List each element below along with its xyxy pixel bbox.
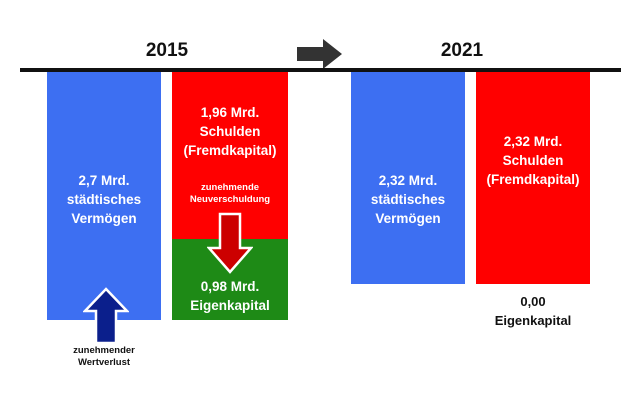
new-debt-note-line-2: Neuverschuldung <box>189 194 271 205</box>
bar-2015-assets: 2,7 Mrd. städtisches Vermögen <box>47 72 161 320</box>
bar-2021-equity-line-2: Eigenkapital <box>494 313 572 328</box>
bar-2015-debt-value: 1,96 Mrd. <box>200 105 260 120</box>
bar-2021-equity-label: 0,00 Eigenkapital <box>470 292 596 330</box>
year-2021-label: 2021 <box>440 40 484 61</box>
bar-2015-assets-line-3: Vermögen <box>71 211 137 226</box>
top-baseline <box>20 68 621 72</box>
right-arrow-icon <box>297 39 342 69</box>
bar-2021-assets: 2,32 Mrd. städtisches Vermögen <box>351 72 465 284</box>
bar-2015-equity-value: 0,98 Mrd. <box>200 279 260 294</box>
up-arrow-icon <box>83 287 129 345</box>
bar-2015-debt: 1,96 Mrd. Schulden (Fremdkapital) zunehm… <box>172 72 288 239</box>
value-loss-note: zunehmender Wertverlust <box>44 345 164 369</box>
new-debt-note-line-1: zunehmende <box>200 182 260 193</box>
bar-2015-assets-line-2: städtisches <box>66 192 142 207</box>
bar-2021-assets-label: 2,32 Mrd. städtisches Vermögen <box>351 171 465 228</box>
year-2015-label: 2015 <box>145 40 189 61</box>
bar-2021-debt-label: 2,32 Mrd. Schulden (Fremdkapital) <box>476 132 590 189</box>
bar-2015-equity-line-2: Eigenkapital <box>190 298 270 313</box>
bar-2015-debt-line-3: (Fremdkapital) <box>183 143 277 158</box>
bar-2021-debt-value: 2,32 Mrd. <box>503 134 563 149</box>
bar-2015-equity-label: 0,98 Mrd. Eigenkapital <box>172 277 288 315</box>
bar-2021-assets-value: 2,32 Mrd. <box>378 173 438 188</box>
bar-2021-debt-line-2: Schulden <box>502 153 564 168</box>
bar-2015-assets-label: 2,7 Mrd. städtisches Vermögen <box>47 171 161 228</box>
bar-2021-debt: 2,32 Mrd. Schulden (Fremdkapital) <box>476 72 590 284</box>
bar-2015-debt-label: 1,96 Mrd. Schulden (Fremdkapital) <box>172 103 288 160</box>
bar-2015-debt-line-2: Schulden <box>199 124 261 139</box>
down-arrow-icon <box>207 212 253 274</box>
bar-2021-debt-line-3: (Fremdkapital) <box>486 172 580 187</box>
bar-2021-equity-value: 0,00 <box>520 294 546 309</box>
value-loss-note-line-1: zunehmender <box>73 345 135 356</box>
bar-2021-assets-line-2: städtisches <box>370 192 446 207</box>
value-loss-note-line-2: Wertverlust <box>77 357 131 368</box>
bar-2015-assets-value: 2,7 Mrd. <box>78 173 130 188</box>
bar-2021-assets-line-3: Vermögen <box>375 211 441 226</box>
new-debt-note: zunehmende Neuverschuldung <box>172 182 288 206</box>
